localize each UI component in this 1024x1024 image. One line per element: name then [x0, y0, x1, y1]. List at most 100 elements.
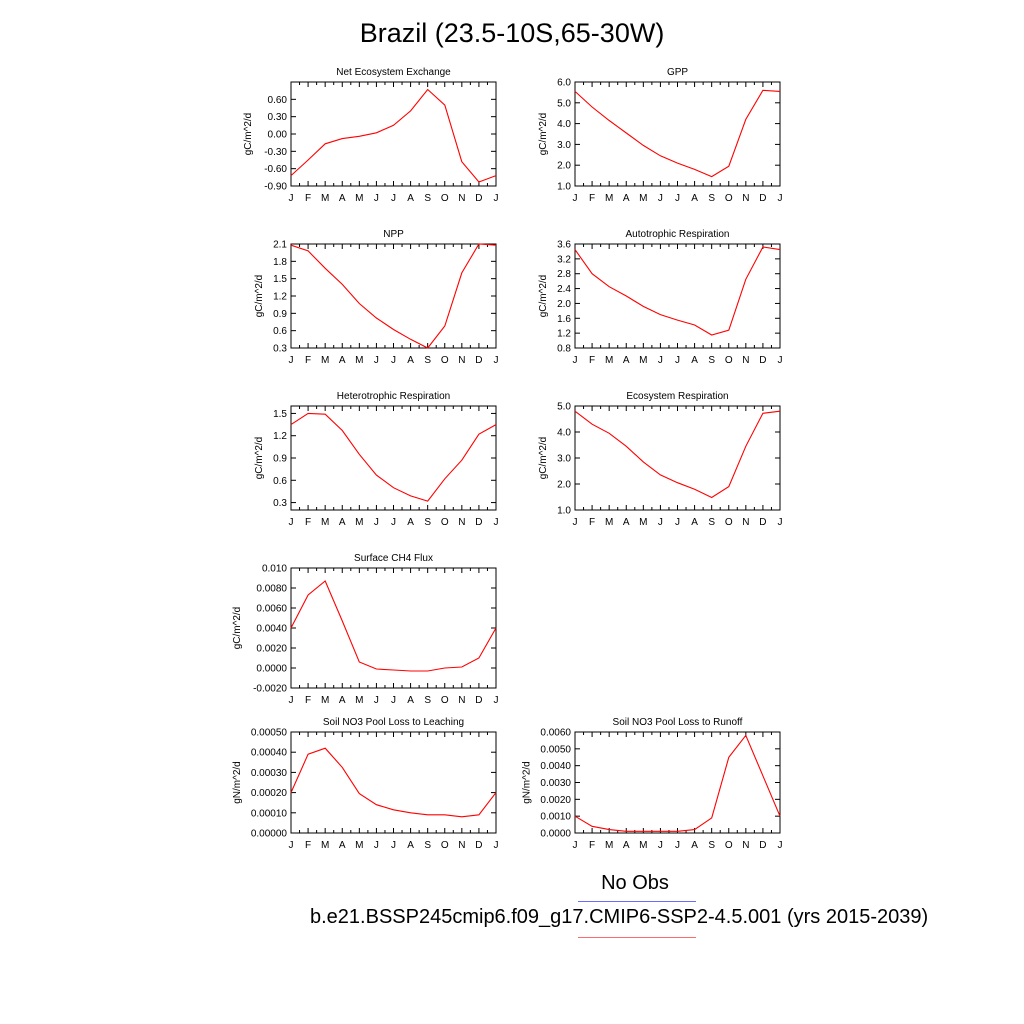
y-tick-label: 1.6: [557, 314, 571, 325]
y-tick-label: 1.0: [557, 182, 571, 193]
x-tick-label: D: [475, 517, 482, 528]
x-tick-label: A: [339, 840, 346, 851]
x-tick-label: M: [355, 193, 363, 204]
y-tick-label: 0.010: [262, 564, 287, 575]
x-tick-label: N: [458, 517, 465, 528]
x-tick-label: D: [759, 355, 766, 366]
x-tick-label: J: [391, 840, 396, 851]
series-line: [574, 410, 781, 499]
y-tick-label: 6.0: [557, 78, 571, 89]
y-tick-label: 0.3: [273, 498, 287, 509]
x-tick-label: M: [321, 193, 329, 204]
x-tick-label: N: [742, 517, 749, 528]
figure-title: Brazil (23.5-10S,65-30W): [359, 18, 665, 48]
series-line: [290, 243, 497, 349]
x-tick-label: A: [407, 517, 414, 528]
x-tick-label: J: [289, 193, 294, 204]
x-tick-label: A: [339, 355, 346, 366]
y-tick-label: 0.6: [273, 326, 287, 337]
x-tick-label: A: [623, 355, 630, 366]
x-tick-label: M: [605, 840, 613, 851]
x-tick-label: J: [374, 695, 379, 706]
y-tick-label: 3.2: [557, 254, 571, 265]
y-tick-label: 0.60: [268, 95, 288, 106]
x-tick-label: J: [778, 193, 783, 204]
x-tick-label: O: [441, 193, 449, 204]
y-tick-label: 3.0: [557, 454, 571, 465]
x-tick-label: J: [374, 840, 379, 851]
series-line: [574, 734, 781, 832]
plot-frame: [290, 243, 497, 349]
x-tick-label: M: [355, 355, 363, 366]
legend-obs-line: [578, 901, 696, 902]
panel-title: Ecosystem Respiration: [626, 391, 728, 402]
y-tick-label: 3.0: [557, 140, 571, 151]
plot-frame: [290, 81, 497, 187]
x-tick-label: N: [458, 355, 465, 366]
x-tick-label: M: [321, 840, 329, 851]
y-tick-label: 0.00010: [251, 808, 288, 819]
y-tick-label: 1.5: [273, 274, 287, 285]
x-tick-label: M: [321, 517, 329, 528]
x-tick-label: M: [639, 840, 647, 851]
x-tick-label: J: [494, 193, 499, 204]
y-tick-label: 5.0: [557, 98, 571, 109]
x-tick-label: M: [639, 193, 647, 204]
y-axis-label: gC/m^2/d: [538, 113, 549, 156]
x-tick-label: J: [289, 517, 294, 528]
x-tick-label: J: [778, 517, 783, 528]
x-tick-label: J: [494, 840, 499, 851]
x-tick-label: F: [305, 193, 311, 204]
x-tick-label: J: [573, 840, 578, 851]
x-tick-label: M: [355, 695, 363, 706]
x-tick-label: D: [759, 193, 766, 204]
x-tick-label: F: [305, 695, 311, 706]
x-tick-label: D: [475, 193, 482, 204]
x-tick-label: M: [605, 193, 613, 204]
x-tick-label: N: [742, 355, 749, 366]
x-tick-label: S: [424, 840, 431, 851]
x-tick-label: O: [725, 355, 733, 366]
x-tick-label: N: [458, 840, 465, 851]
x-tick-label: J: [374, 517, 379, 528]
x-tick-label: A: [407, 840, 414, 851]
x-tick-label: O: [725, 517, 733, 528]
x-tick-label: M: [639, 355, 647, 366]
y-tick-label: 0.0000: [540, 829, 571, 840]
plot-frame: [574, 81, 781, 187]
x-tick-label: A: [623, 193, 630, 204]
x-tick-label: M: [605, 517, 613, 528]
x-tick-label: J: [374, 355, 379, 366]
x-tick-label: A: [623, 517, 630, 528]
x-tick-label: M: [321, 695, 329, 706]
x-tick-label: A: [623, 840, 630, 851]
y-tick-label: -0.60: [264, 164, 287, 175]
x-tick-label: J: [391, 355, 396, 366]
x-tick-label: J: [658, 517, 663, 528]
y-tick-label: 0.00020: [251, 788, 288, 799]
x-tick-label: O: [725, 840, 733, 851]
y-tick-label: 0.8: [557, 344, 571, 355]
y-tick-label: 1.8: [273, 257, 287, 268]
series-line: [290, 412, 497, 502]
y-axis-label: gC/m^2/d: [538, 437, 549, 480]
panel-title: Heterotrophic Respiration: [337, 391, 450, 402]
x-tick-label: J: [573, 355, 578, 366]
x-tick-label: J: [573, 193, 578, 204]
y-tick-label: 5.0: [557, 402, 571, 413]
y-tick-label: 0.00000: [251, 829, 288, 840]
x-tick-label: J: [658, 355, 663, 366]
y-tick-label: 4.0: [557, 119, 571, 130]
y-tick-label: -0.90: [264, 182, 287, 193]
x-tick-label: N: [742, 840, 749, 851]
x-tick-label: F: [589, 840, 595, 851]
legend-case-line: [578, 937, 696, 938]
y-tick-label: 0.0080: [256, 584, 287, 595]
x-tick-label: J: [289, 840, 294, 851]
x-tick-label: J: [494, 517, 499, 528]
y-tick-label: 0.00: [268, 130, 288, 141]
x-tick-label: F: [589, 193, 595, 204]
y-tick-label: 0.00040: [251, 748, 288, 759]
